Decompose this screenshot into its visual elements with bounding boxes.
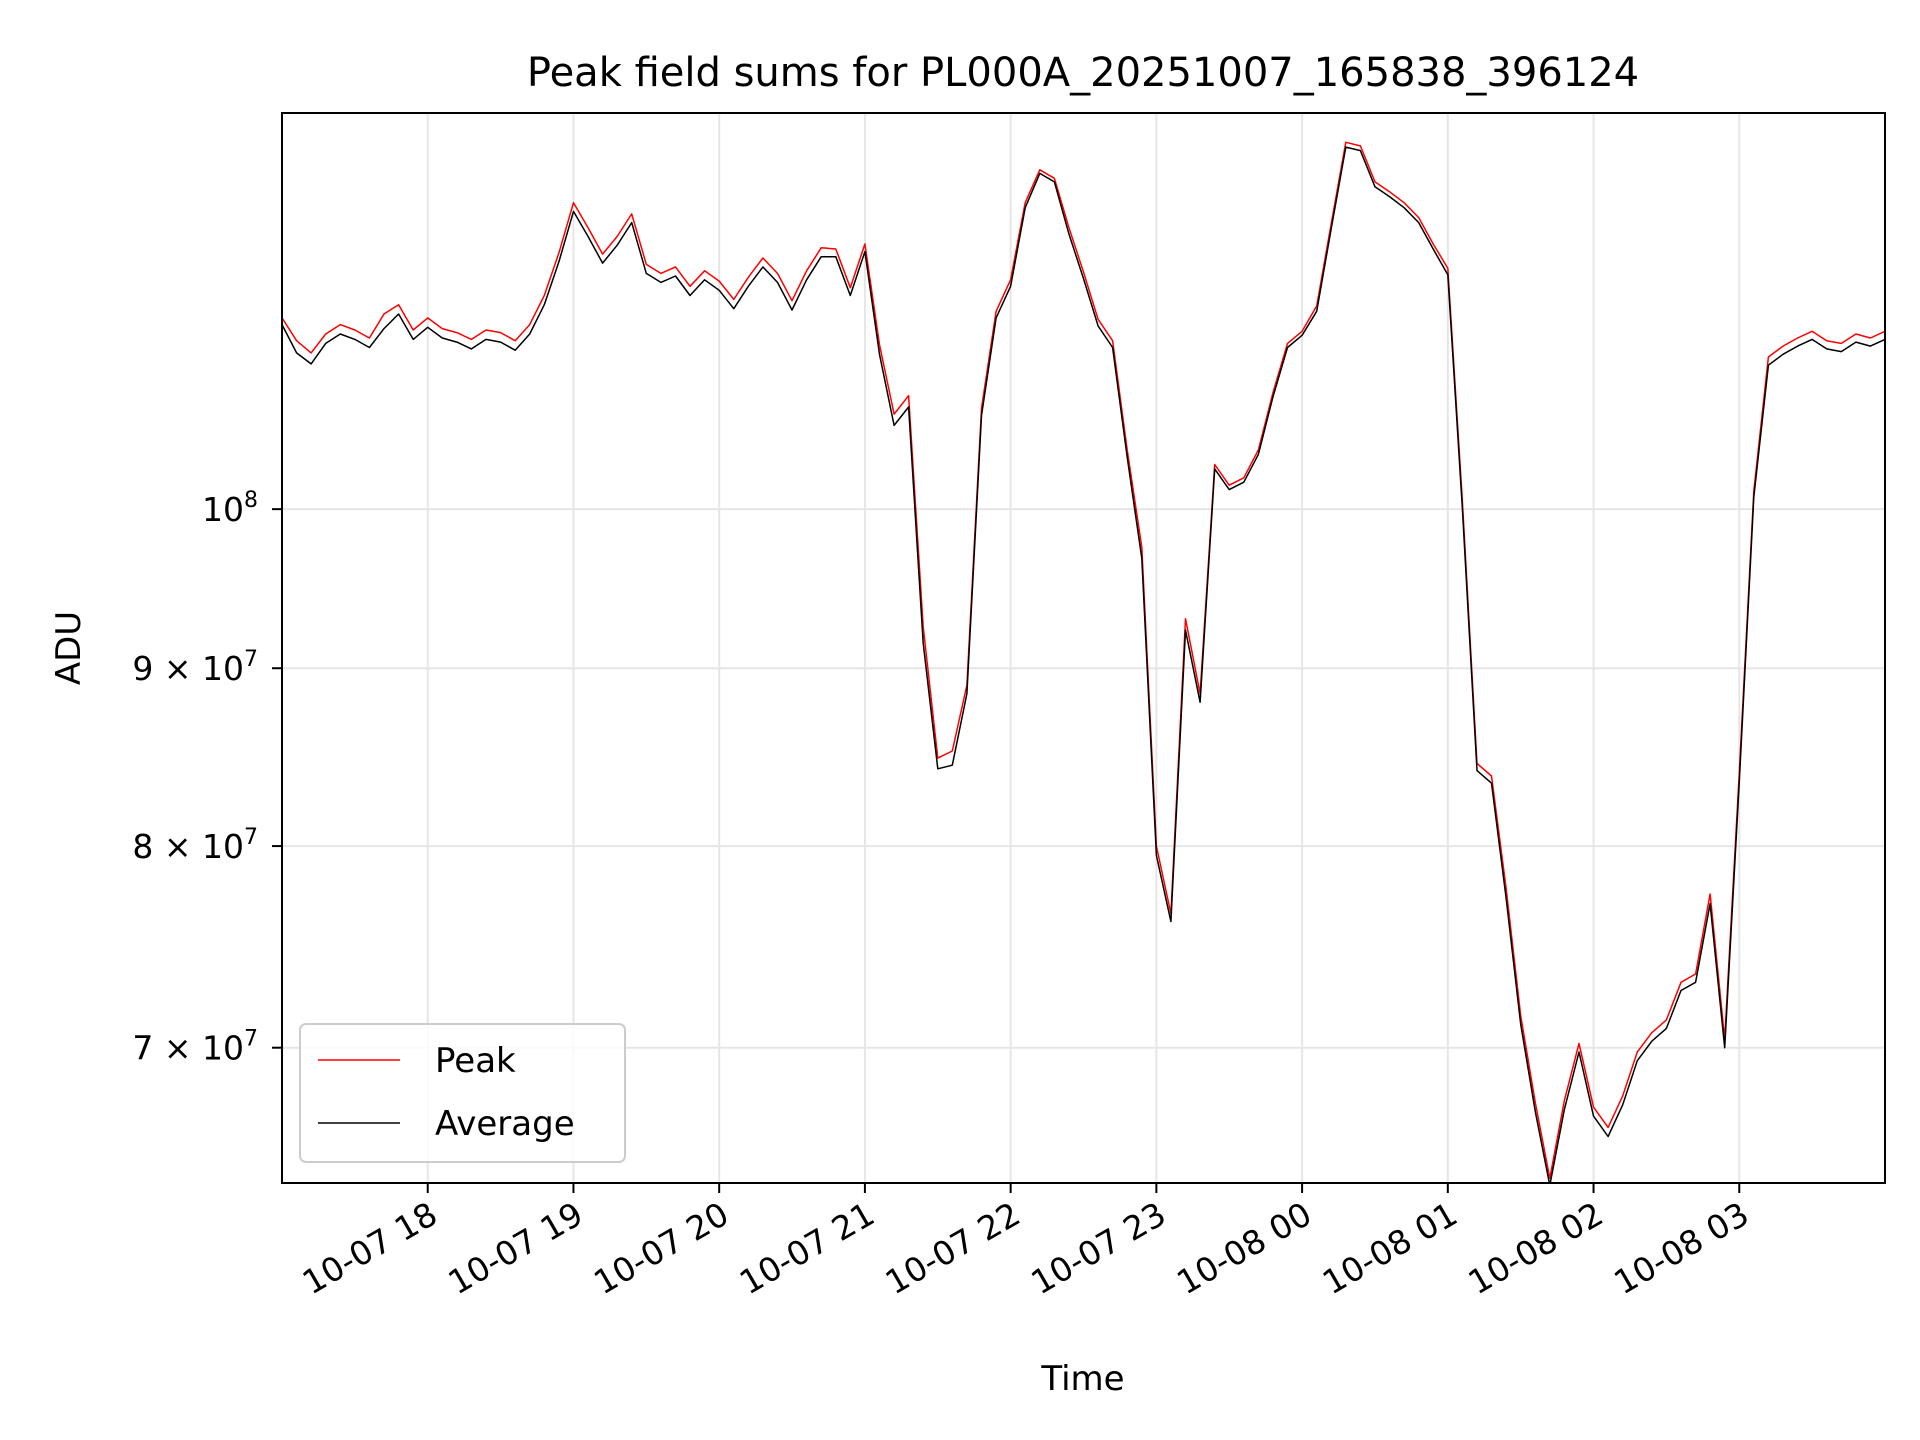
y-tick-label: 9 × 107 xyxy=(132,647,258,688)
chart-title: Peak field sums for PL000A_20251007_1658… xyxy=(527,50,1639,96)
y-axis-label: ADU xyxy=(49,611,89,685)
y-tick-label: 108 xyxy=(202,488,258,529)
y-tick-label: 8 × 107 xyxy=(132,825,258,866)
series-lines xyxy=(282,141,1885,1183)
series-line-average xyxy=(282,146,1885,1183)
y-tick-label: 7 × 107 xyxy=(132,1027,258,1068)
x-axis-label: Time xyxy=(1040,1359,1124,1399)
series-line-peak xyxy=(282,141,1885,1180)
legend-box xyxy=(299,1023,626,1163)
legend-label-average: Average xyxy=(435,1104,575,1144)
legend: Peak Average xyxy=(299,1023,626,1163)
y-axis: 7 × 107 8 × 107 9 × 107 108 xyxy=(132,488,282,1068)
plot-frame xyxy=(281,112,1886,1184)
legend-label-peak: Peak xyxy=(435,1041,516,1081)
